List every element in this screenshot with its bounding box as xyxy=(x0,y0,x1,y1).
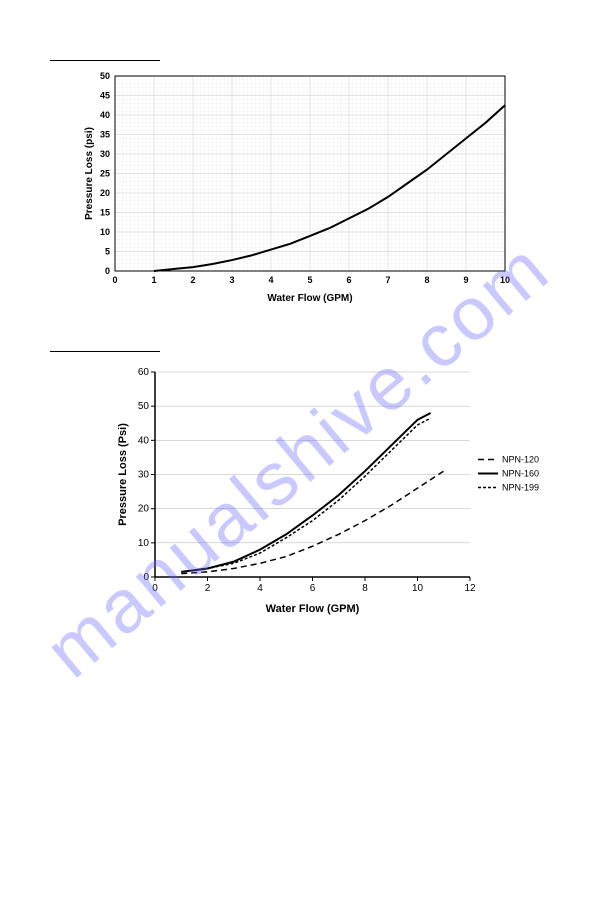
svg-text:5: 5 xyxy=(105,247,110,257)
chart2-svg: 0 10 20 30 40 50 60 0 2 4 6 8 10 12 NPN-120 NPN-160 NPN-… xyxy=(110,362,550,622)
svg-text:15: 15 xyxy=(100,208,110,218)
chart1-svg: 01234567891005101520253035404550Water Fl… xyxy=(80,71,510,311)
svg-text:60: 60 xyxy=(138,367,150,378)
svg-text:0: 0 xyxy=(143,572,149,583)
svg-text:5: 5 xyxy=(307,275,312,285)
svg-text:0: 0 xyxy=(105,266,110,276)
svg-text:2: 2 xyxy=(190,275,195,285)
svg-text:30: 30 xyxy=(100,149,110,159)
svg-text:6: 6 xyxy=(346,275,351,285)
svg-text:40: 40 xyxy=(138,435,150,446)
svg-text:3: 3 xyxy=(229,275,234,285)
svg-text:10: 10 xyxy=(100,227,110,237)
chart1: 01234567891005101520253035404550Water Fl… xyxy=(80,71,510,291)
chart2-section: 0 10 20 30 40 50 60 0 2 4 6 8 10 12 NPN-120 NPN-160 NPN-… xyxy=(50,351,544,602)
svg-text:Water Flow (GPM): Water Flow (GPM) xyxy=(266,603,360,615)
svg-text:20: 20 xyxy=(138,504,150,515)
svg-text:Water Flow (GPM): Water Flow (GPM) xyxy=(267,293,352,304)
svg-text:20: 20 xyxy=(100,188,110,198)
chart1-title-rule xyxy=(50,60,160,61)
svg-text:35: 35 xyxy=(100,130,110,140)
chart2-title-rule xyxy=(50,351,160,352)
svg-text:2: 2 xyxy=(205,583,211,594)
svg-text:7: 7 xyxy=(385,275,390,285)
svg-text:Pressure Loss (Psi): Pressure Loss (Psi) xyxy=(117,423,129,526)
svg-text:50: 50 xyxy=(138,401,150,412)
svg-text:10: 10 xyxy=(412,583,424,594)
svg-text:9: 9 xyxy=(463,275,468,285)
svg-text:12: 12 xyxy=(464,583,476,594)
page-content: 01234567891005101520253035404550Water Fl… xyxy=(0,0,594,722)
svg-text:25: 25 xyxy=(100,169,110,179)
svg-text:10: 10 xyxy=(138,538,150,549)
svg-text:8: 8 xyxy=(362,583,368,594)
svg-text:Pressure Loss (psi): Pressure Loss (psi) xyxy=(84,127,95,220)
svg-text:4: 4 xyxy=(257,583,263,594)
svg-text:1: 1 xyxy=(151,275,156,285)
svg-text:40: 40 xyxy=(100,110,110,120)
svg-text:8: 8 xyxy=(424,275,429,285)
chart1-section: 01234567891005101520253035404550Water Fl… xyxy=(50,60,544,291)
svg-text:NPN-120: NPN-120 xyxy=(502,455,539,465)
svg-text:0: 0 xyxy=(152,583,158,594)
svg-text:NPN-160: NPN-160 xyxy=(502,469,539,479)
svg-text:NPN-199: NPN-199 xyxy=(502,483,539,493)
svg-text:0: 0 xyxy=(112,275,117,285)
svg-text:30: 30 xyxy=(138,470,150,481)
svg-text:10: 10 xyxy=(500,275,510,285)
chart2: 0102030405060024681012NPN-120NPN-160NPN-… xyxy=(110,362,510,602)
svg-text:6: 6 xyxy=(310,583,316,594)
svg-text:45: 45 xyxy=(100,91,110,101)
svg-text:4: 4 xyxy=(268,275,273,285)
svg-text:50: 50 xyxy=(100,71,110,81)
